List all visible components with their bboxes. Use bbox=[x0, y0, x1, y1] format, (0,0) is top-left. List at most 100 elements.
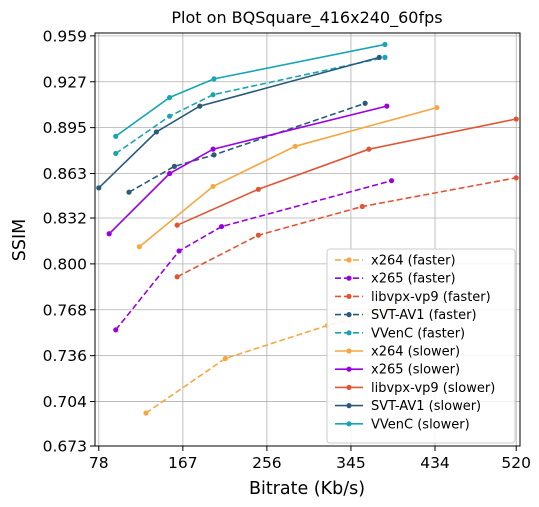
data-point bbox=[211, 76, 217, 82]
y-tick-label: 0.863 bbox=[43, 165, 87, 183]
legend-marker bbox=[346, 421, 352, 427]
legend-item: SVT-AV1 (slower) bbox=[335, 399, 481, 414]
legend-item: x265 (faster) bbox=[335, 272, 456, 287]
data-point bbox=[359, 203, 365, 210]
legend-item: VVenC (slower) bbox=[335, 417, 470, 432]
y-tick-label: 0.768 bbox=[43, 301, 87, 319]
series-group bbox=[174, 175, 519, 280]
data-point bbox=[362, 100, 368, 106]
y-tick-label: 0.673 bbox=[43, 438, 87, 456]
legend-label: x265 (slower) bbox=[371, 363, 460, 378]
data-point bbox=[376, 54, 382, 60]
x-axis-title: Bitrate (Kb/s) bbox=[249, 479, 365, 499]
x-tick-label: 78 bbox=[89, 454, 109, 472]
data-point bbox=[174, 274, 180, 280]
series-group bbox=[113, 178, 395, 333]
series-group bbox=[113, 41, 388, 139]
data-point bbox=[210, 146, 216, 152]
data-point bbox=[366, 146, 372, 152]
data-point bbox=[388, 178, 395, 184]
data-point bbox=[171, 163, 177, 169]
legend-label: libvpx-vp9 (faster) bbox=[371, 290, 491, 305]
data-point bbox=[167, 113, 173, 119]
series-group bbox=[174, 116, 519, 228]
series-group bbox=[96, 54, 382, 191]
legend-label: VVenC (faster) bbox=[371, 326, 465, 341]
legend-marker bbox=[346, 366, 352, 372]
chart-title: Plot on BQSquare_416x240_60fps bbox=[171, 8, 442, 28]
legend-label: SVT-AV1 (faster) bbox=[371, 308, 477, 323]
series-line bbox=[138, 106, 438, 248]
data-point bbox=[106, 231, 112, 237]
data-point bbox=[96, 185, 102, 191]
x-tick-label: 256 bbox=[252, 454, 282, 472]
y-tick-label: 0.800 bbox=[43, 255, 87, 273]
y-tick-label: 0.832 bbox=[43, 209, 87, 227]
x-tick-label: 167 bbox=[168, 454, 198, 472]
y-tick-label: 0.927 bbox=[43, 73, 87, 91]
y-tick-label: 0.895 bbox=[43, 119, 87, 137]
data-point bbox=[382, 54, 388, 60]
legend-marker bbox=[346, 330, 352, 336]
legend-marker bbox=[346, 275, 352, 281]
series-line bbox=[115, 179, 392, 331]
legend-label: VVenC (slower) bbox=[371, 417, 470, 432]
legend-marker bbox=[346, 348, 352, 354]
series-group bbox=[106, 103, 390, 237]
legend-label: x264 (faster) bbox=[371, 254, 456, 269]
data-point bbox=[176, 248, 182, 254]
data-point bbox=[126, 189, 132, 195]
legend-marker bbox=[346, 293, 352, 299]
series-group bbox=[113, 54, 388, 157]
data-point bbox=[255, 186, 261, 192]
data-point bbox=[218, 223, 225, 230]
legend-marker bbox=[346, 312, 352, 318]
y-axis-title: SSIM bbox=[10, 219, 30, 261]
plot-frame bbox=[94, 32, 521, 447]
legend-label: libvpx-vp9 (slower) bbox=[371, 381, 495, 396]
data-point bbox=[197, 103, 203, 109]
data-point bbox=[167, 94, 173, 101]
data-point bbox=[513, 175, 519, 181]
series-line bbox=[176, 118, 517, 226]
data-point bbox=[153, 129, 159, 135]
y-tick-label: 0.736 bbox=[43, 347, 87, 365]
legend-marker bbox=[346, 384, 352, 390]
legend-item: libvpx-vp9 (slower) bbox=[335, 381, 495, 396]
series-line bbox=[98, 56, 380, 189]
series-line bbox=[108, 105, 387, 235]
data-point bbox=[113, 133, 119, 139]
data-point bbox=[222, 355, 228, 362]
axis-ticks: 78 167 256 345 434 520 0.673 0.704 0.736 0.768 0.8… bbox=[43, 27, 531, 472]
legend-label: x265 (faster) bbox=[371, 272, 456, 287]
data-point bbox=[434, 104, 440, 111]
legend: x264 (faster) x265 (faster) libvpx-vp9 (fa… bbox=[326, 248, 516, 444]
series-layer bbox=[96, 41, 519, 416]
data-point bbox=[210, 183, 216, 190]
x-tick-label: 434 bbox=[420, 454, 450, 472]
legend-item: x264 (faster) bbox=[335, 254, 456, 269]
data-point bbox=[136, 244, 142, 250]
data-point bbox=[382, 41, 388, 48]
data-point bbox=[167, 170, 173, 177]
data-point bbox=[210, 92, 216, 98]
y-tick-label: 0.959 bbox=[43, 27, 87, 45]
legend-item: SVT-AV1 (faster) bbox=[335, 308, 477, 323]
data-point bbox=[255, 232, 261, 238]
data-point bbox=[143, 410, 149, 416]
legend-item: VVenC (faster) bbox=[335, 326, 465, 341]
legend-box bbox=[326, 248, 516, 444]
series-line bbox=[115, 43, 386, 137]
legend-marker bbox=[346, 403, 352, 409]
x-tick-label: 345 bbox=[336, 454, 366, 472]
data-point bbox=[211, 152, 217, 158]
legend-marker bbox=[346, 257, 352, 263]
legend-label: SVT-AV1 (slower) bbox=[371, 399, 481, 414]
series-group bbox=[136, 104, 440, 250]
legend-label: x264 (slower) bbox=[371, 345, 460, 360]
x-tick-label: 520 bbox=[501, 454, 531, 472]
data-point bbox=[513, 116, 519, 122]
data-point bbox=[174, 222, 180, 228]
series-line bbox=[115, 56, 386, 155]
